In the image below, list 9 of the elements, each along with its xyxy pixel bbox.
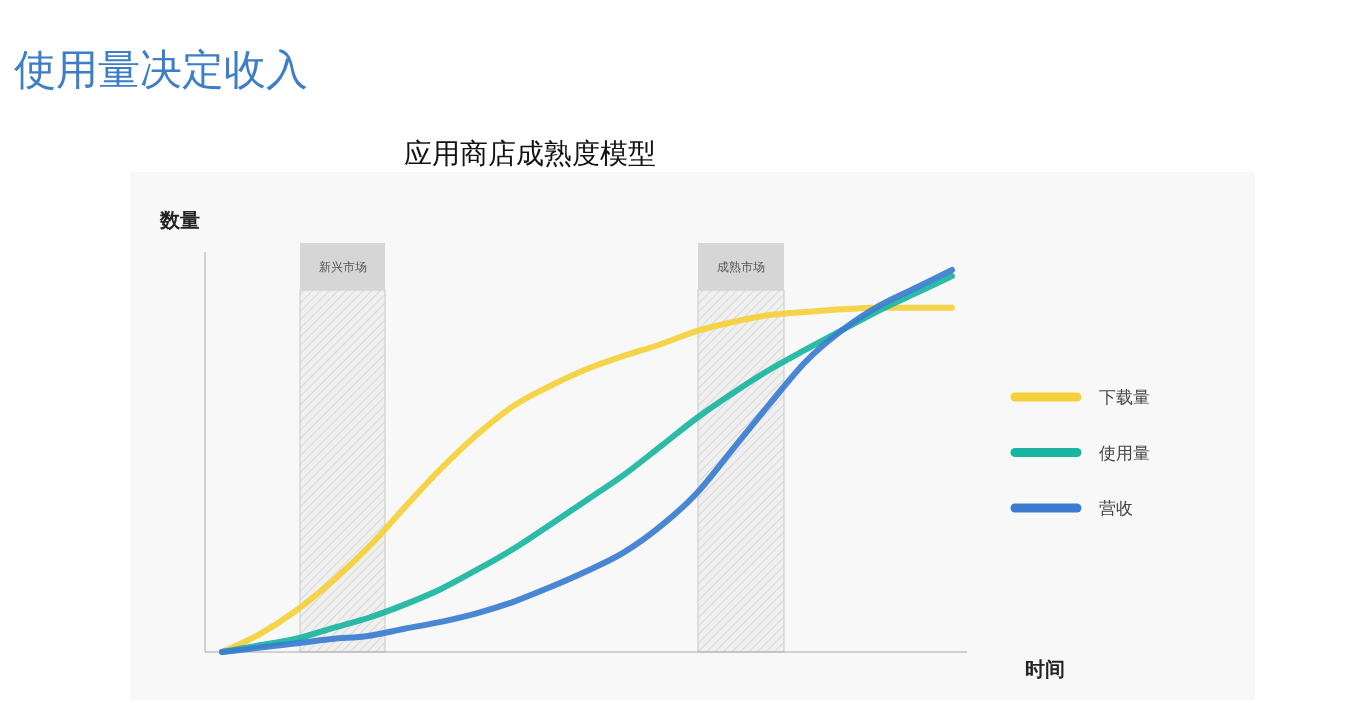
x-axis-title: 时间 [1025,657,1065,681]
legend-label: 营收 [1099,498,1133,518]
legend-label: 下载量 [1099,387,1150,407]
chart-subtitle: 应用商店成熟度模型 [404,137,656,170]
annotation: 成熟市场 [717,260,765,274]
annotation: 新兴市场 [318,260,367,274]
legend-label: 使用量 [1099,442,1150,463]
y-axis-title: 数量 [159,208,200,232]
chart-title: 使用量决定收入 [14,45,308,94]
